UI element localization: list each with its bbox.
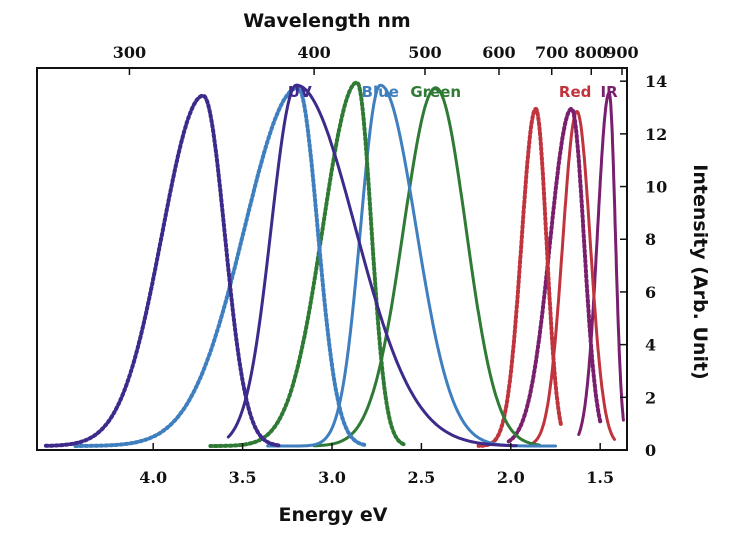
legend-label-green: Green: [410, 83, 461, 101]
legend-label-ir: IR: [601, 83, 619, 101]
top-tick-label: 400: [297, 43, 330, 62]
top-axis-title: Wavelength nm: [243, 10, 410, 32]
y-tick-label: 2: [645, 388, 656, 407]
spectrum-curve-3: [505, 106, 603, 445]
legend-label-red: Red: [559, 83, 591, 101]
y-tick-label: 0: [645, 441, 656, 460]
top-tick-label: 700: [535, 43, 568, 62]
legend: IR Red Green Blue UV: [288, 83, 618, 101]
spectrum-curve-10: [43, 93, 281, 448]
spectrum-curve-8: [70, 85, 367, 448]
y-tick-label: 6: [645, 283, 656, 302]
right-axis: 0 2 4 6 8 10 12 14: [620, 72, 667, 460]
y-tick-label: 4: [645, 336, 656, 355]
x-tick-label: 1.5: [586, 468, 614, 487]
y-axis-title: Intensity (Arb. Unit): [689, 164, 711, 379]
top-tick-label: 500: [408, 43, 441, 62]
bottom-axis-title: Energy eV: [279, 504, 388, 526]
y-tick-label: 12: [645, 125, 667, 144]
legend-label-uv: UV: [288, 83, 312, 101]
x-tick-label: 2.0: [497, 468, 525, 487]
x-tick-label: 4.0: [139, 468, 167, 487]
x-tick-label: 2.5: [407, 468, 435, 487]
legend-label-blue: Blue: [362, 83, 399, 101]
top-tick-label: 800: [575, 43, 608, 62]
y-tick-label: 8: [645, 230, 656, 249]
x-tick-label: 3.5: [229, 468, 257, 487]
y-tick-label: 10: [645, 178, 667, 197]
y-tick-label: 14: [645, 72, 667, 91]
spectrum-curve-1: [577, 91, 625, 436]
x-tick-label: 3.0: [318, 468, 346, 487]
top-tick-label: 600: [482, 43, 515, 62]
top-tick-label: 300: [113, 43, 146, 62]
top-tick-label: 900: [605, 43, 638, 62]
bottom-axis: 1.5 2.0 2.5 3.0 3.5 4.0: [139, 443, 614, 487]
spectrum-curve-9: [226, 83, 518, 448]
